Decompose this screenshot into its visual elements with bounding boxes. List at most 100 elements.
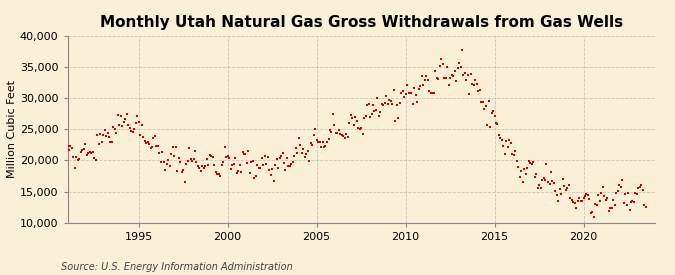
Point	[135, 133, 146, 137]
Point	[504, 138, 515, 142]
Point	[304, 159, 315, 164]
Point	[626, 200, 637, 204]
Point	[95, 132, 105, 136]
Point	[523, 159, 534, 163]
Point	[425, 90, 436, 95]
Point	[446, 73, 457, 77]
Point	[437, 62, 448, 66]
Point	[221, 155, 232, 159]
Point	[191, 160, 202, 164]
Point	[101, 134, 111, 138]
Point	[148, 136, 159, 141]
Point	[136, 123, 147, 127]
Point	[218, 160, 229, 164]
Point	[97, 139, 107, 144]
Point	[294, 135, 304, 140]
Point	[427, 90, 437, 95]
Point	[342, 135, 353, 139]
Point	[268, 178, 279, 183]
Point	[584, 197, 595, 201]
Point	[614, 183, 624, 187]
Point	[364, 115, 375, 119]
Point	[599, 194, 610, 198]
Point	[639, 203, 650, 208]
Point	[188, 157, 199, 161]
Point	[373, 114, 384, 118]
Point	[497, 138, 508, 142]
Point	[597, 185, 608, 189]
Point	[102, 131, 113, 135]
Point	[506, 141, 516, 146]
Point	[440, 76, 451, 80]
Point	[436, 57, 447, 61]
Point	[377, 102, 387, 107]
Point	[473, 89, 484, 93]
Point	[525, 161, 536, 166]
Point	[246, 160, 256, 164]
Point	[443, 83, 454, 87]
Point	[311, 138, 322, 142]
Point	[583, 193, 593, 197]
Point	[529, 175, 540, 179]
Point	[341, 132, 352, 136]
Point	[209, 163, 219, 167]
Point	[396, 91, 406, 95]
Point	[479, 107, 489, 111]
Point	[292, 151, 302, 155]
Point	[219, 145, 230, 149]
Point	[470, 77, 481, 82]
Point	[347, 116, 358, 120]
Point	[317, 140, 328, 145]
Point	[83, 150, 94, 155]
Point	[539, 178, 550, 182]
Point	[636, 183, 647, 187]
Point	[381, 94, 392, 98]
Point	[389, 118, 400, 123]
Point	[476, 100, 487, 104]
Point	[87, 150, 98, 155]
Point	[319, 145, 329, 149]
Point	[616, 185, 626, 190]
Point	[166, 152, 177, 156]
Point	[344, 121, 354, 125]
Point	[379, 101, 390, 105]
Point	[532, 186, 543, 190]
Point	[641, 205, 651, 209]
Point	[133, 119, 144, 124]
Point	[399, 95, 410, 99]
Point	[288, 160, 298, 164]
Point	[551, 193, 562, 198]
Point	[480, 104, 491, 109]
Point	[418, 83, 429, 87]
Point	[238, 152, 249, 156]
Point	[159, 160, 169, 164]
Point	[206, 153, 217, 158]
Point	[409, 86, 420, 90]
Point	[357, 132, 368, 136]
Point	[572, 199, 583, 203]
Point	[71, 155, 82, 159]
Point	[126, 129, 136, 133]
Point	[138, 135, 148, 140]
Point	[295, 142, 306, 147]
Point	[493, 133, 504, 137]
Point	[491, 121, 502, 126]
Point	[378, 103, 389, 108]
Point	[617, 178, 628, 183]
Point	[286, 162, 297, 167]
Point	[358, 115, 369, 120]
Point	[306, 143, 317, 148]
Point	[78, 147, 89, 151]
Point	[234, 163, 245, 167]
Point	[170, 145, 181, 149]
Point	[182, 159, 193, 163]
Point	[612, 188, 623, 193]
Point	[66, 145, 77, 150]
Point	[325, 128, 335, 132]
Point	[82, 153, 92, 157]
Point	[514, 174, 525, 179]
Point	[248, 158, 259, 163]
Point	[192, 164, 203, 169]
Point	[173, 156, 184, 160]
Point	[150, 134, 161, 138]
